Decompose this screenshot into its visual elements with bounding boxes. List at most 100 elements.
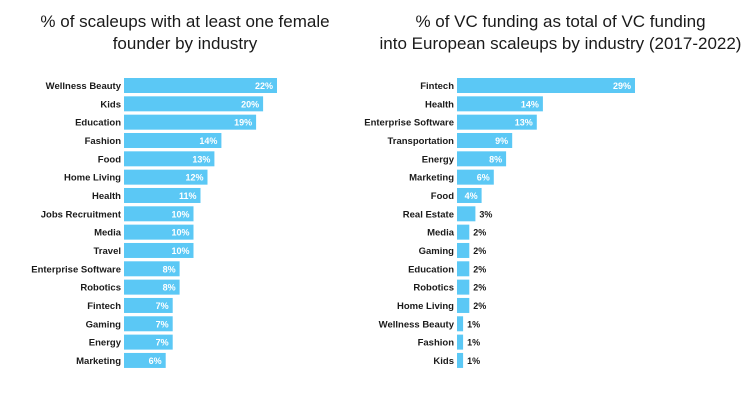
data-label: 22% [255, 81, 273, 91]
category-label: Energy [89, 338, 122, 349]
bar [457, 224, 470, 240]
category-label: Enterprise Software [31, 264, 121, 275]
bar [457, 206, 476, 222]
data-label: 14% [521, 99, 539, 109]
chart-title-line: into European scaleups by industry (2017… [379, 34, 742, 53]
bar [124, 242, 194, 258]
data-label: 1% [467, 338, 480, 348]
category-label: Education [75, 118, 121, 129]
data-label: 7% [156, 338, 169, 348]
chart-vc-funding: Fintech 29% Health 14% Enterprise Software 13… [364, 78, 635, 368]
category-label: Health [425, 99, 454, 110]
category-label: Media [94, 228, 122, 239]
data-label: 4% [465, 191, 478, 201]
data-label: 12% [185, 173, 203, 183]
data-label: 13% [192, 154, 210, 164]
bar [124, 78, 277, 93]
bar [124, 169, 208, 185]
bar [457, 316, 464, 332]
category-label: Marketing [409, 173, 454, 184]
bar [124, 224, 194, 240]
bar [457, 114, 537, 130]
category-label: Wellness Beauty [46, 81, 122, 92]
category-label: Food [98, 154, 121, 165]
bar [124, 316, 173, 332]
category-label: Fintech [87, 301, 121, 312]
bar [124, 279, 180, 295]
category-label: Media [427, 228, 455, 239]
category-label: Home Living [64, 173, 121, 184]
data-label: 2% [473, 264, 486, 274]
bar [457, 151, 507, 167]
data-label: 9% [495, 136, 508, 146]
bar [457, 78, 635, 93]
bar [457, 352, 464, 368]
category-label: Marketing [76, 356, 121, 367]
data-label: 2% [473, 283, 486, 293]
category-label: Robotics [80, 283, 121, 294]
chart-female-founders: Wellness Beauty 22% Kids 20% Education 19% Fas… [31, 78, 277, 368]
bar [124, 96, 264, 112]
data-label: 2% [473, 246, 486, 256]
data-label: 1% [467, 319, 480, 329]
category-label: Transportation [387, 136, 454, 147]
data-label: 7% [156, 319, 169, 329]
category-label: Health [92, 191, 121, 202]
bar [124, 297, 173, 313]
bar [457, 187, 482, 203]
category-label: Food [431, 191, 454, 202]
category-label: Jobs Recruitment [41, 209, 122, 220]
data-label: 8% [489, 154, 502, 164]
chart-title-line: founder by industry [112, 34, 258, 53]
category-label: Gaming [86, 319, 122, 330]
bar [124, 114, 257, 130]
data-label: 1% [467, 356, 480, 366]
data-label: 7% [156, 301, 169, 311]
category-label: Kids [433, 356, 454, 367]
data-label: 10% [171, 209, 189, 219]
data-label: 8% [163, 283, 176, 293]
category-label: Education [408, 264, 454, 275]
category-label: Wellness Beauty [379, 319, 455, 330]
bar [124, 206, 194, 222]
chart-title-vc-funding: % of VC funding as total of VC funding i… [374, 11, 747, 55]
bar [124, 261, 180, 277]
data-label: 8% [163, 264, 176, 274]
bar [457, 132, 513, 148]
bar [124, 132, 222, 148]
bar [124, 334, 173, 350]
category-label: Robotics [413, 283, 454, 294]
chart-title-line: % of VC funding as total of VC funding [415, 12, 706, 31]
category-label: Kids [100, 99, 121, 110]
data-label: 20% [241, 99, 259, 109]
chart-title-female-founders: % of scaleups with at least one female f… [0, 11, 370, 55]
data-label: 13% [515, 118, 533, 128]
data-label: 6% [477, 173, 490, 183]
category-label: Real Estate [403, 209, 454, 220]
data-label: 10% [171, 246, 189, 256]
bar [457, 279, 470, 295]
data-label: 6% [149, 356, 162, 366]
data-label: 19% [234, 118, 252, 128]
data-label: 29% [613, 81, 631, 91]
category-label: Fashion [85, 136, 122, 147]
data-label: 11% [179, 191, 197, 201]
bar [124, 151, 215, 167]
category-label: Travel [94, 246, 121, 257]
bar [124, 187, 201, 203]
data-label: 2% [473, 301, 486, 311]
data-label: 2% [473, 228, 486, 238]
data-label: 3% [479, 209, 492, 219]
category-label: Enterprise Software [364, 118, 454, 129]
bar [457, 96, 543, 112]
category-label: Energy [422, 154, 455, 165]
data-label: 14% [199, 136, 217, 146]
bar [457, 334, 464, 350]
bar [457, 297, 470, 313]
bar [457, 261, 470, 277]
category-label: Home Living [397, 301, 454, 312]
bar [457, 242, 470, 258]
category-label: Gaming [419, 246, 455, 257]
bar [457, 169, 494, 185]
